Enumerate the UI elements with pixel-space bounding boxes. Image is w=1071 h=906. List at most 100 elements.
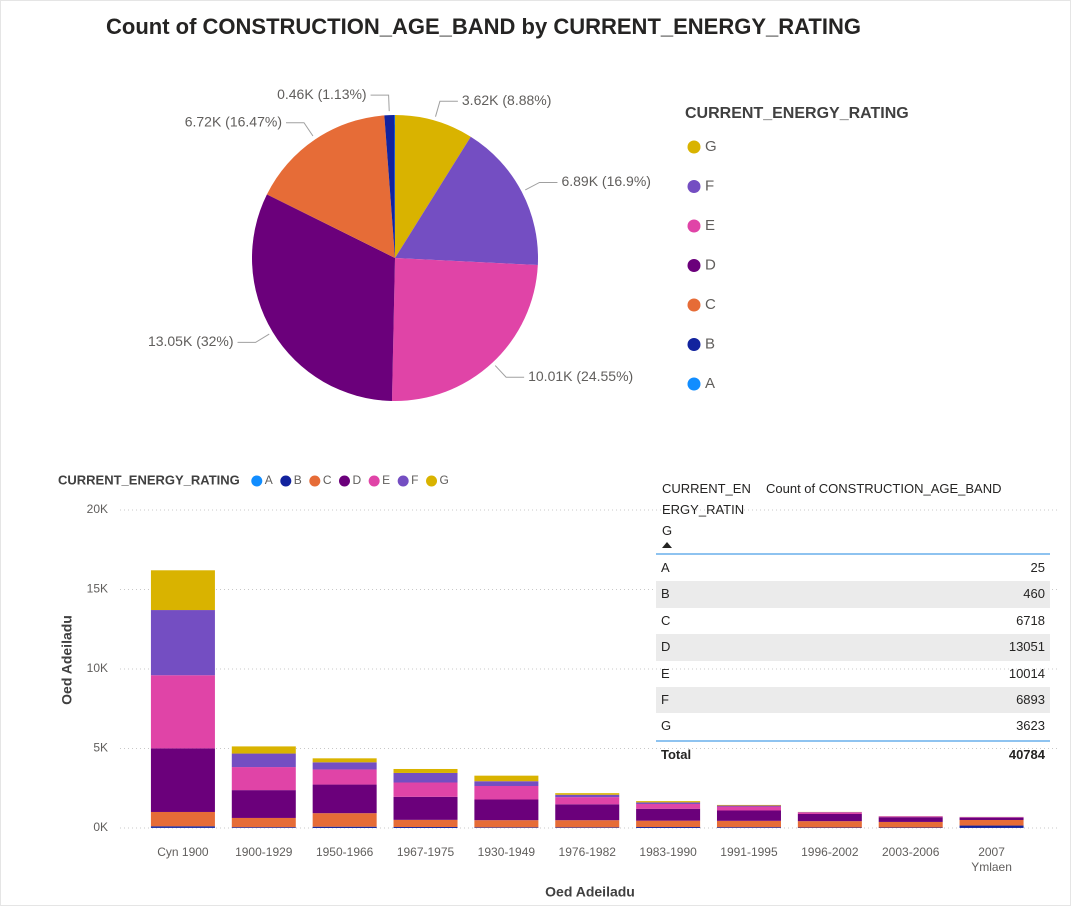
x-tick-label-box: 1991-1995	[720, 845, 777, 859]
cell: 3623	[1016, 718, 1045, 734]
bar-segment	[474, 781, 539, 786]
bar-segment	[312, 813, 377, 827]
y-tick-label: 0K	[93, 820, 108, 834]
bar-segment	[231, 746, 296, 754]
bar-segment	[231, 790, 296, 818]
bar-segment	[555, 793, 620, 795]
sort-arrow	[662, 542, 672, 548]
bar-segment	[797, 812, 862, 814]
cell: 6893	[1016, 691, 1045, 707]
bar-segment	[555, 794, 620, 798]
bar-segment	[231, 753, 296, 768]
cell: C	[661, 612, 671, 628]
legend-label: C	[323, 473, 332, 487]
bar-segment	[393, 796, 458, 820]
legend-marker	[687, 219, 701, 233]
x-tick-label: 1930-1949	[477, 845, 536, 859]
table-body: A 25 B 460 C 6718 D 13051 E 10014 F 6893 G 3623	[656, 555, 1050, 740]
table-row: A 25	[656, 555, 1050, 581]
bar-segment	[959, 825, 1024, 828]
bar-segment	[797, 821, 862, 828]
legend-marker	[687, 259, 701, 272]
cell: B	[661, 586, 670, 602]
legend-label: D	[705, 256, 716, 273]
total-row: Total 40784	[656, 739, 1050, 768]
bar-segment	[555, 804, 620, 821]
x-tick-label: 1983-1990	[639, 845, 697, 859]
bar-segment	[636, 808, 701, 821]
table-row: C 6718	[656, 608, 1050, 634]
x-tick-label: 2007 Ymlaen	[971, 845, 1012, 874]
x-tick-label-box: 1976-1982	[559, 845, 616, 859]
x-tick-label-box: 1950-1966	[316, 845, 373, 859]
cell: F	[661, 691, 669, 707]
table-row: F 6893	[656, 686, 1050, 714]
bar-segment	[474, 799, 539, 821]
column-header[interactable]: CURRENT_ENERGY_RATING	[662, 481, 751, 538]
y-tick-label: 10K	[87, 661, 108, 675]
x-tick-label-box: Cyn 1900	[157, 845, 209, 859]
data-label: 6.89K (16.9%)	[561, 173, 651, 189]
x-tick-label-box: 1967-1975	[396, 845, 455, 859]
bar-segment	[312, 758, 377, 763]
legend-label: E	[705, 217, 715, 234]
leader-line	[435, 100, 458, 117]
bar-segment	[393, 782, 458, 797]
table-row: B 460	[656, 581, 1050, 608]
cell: 25	[1030, 560, 1045, 575]
legend-title: CURRENT_ENERGY_RATING	[685, 105, 909, 122]
bar-segment	[231, 817, 296, 828]
pie-slice	[384, 115, 395, 258]
legend-label: F	[705, 177, 714, 194]
table-row: E 10014	[656, 661, 1050, 687]
x-tick-label-box: 1996-2002	[801, 845, 858, 859]
y-tick-label: 15K	[87, 582, 108, 596]
y-tick-label: 5K	[93, 741, 108, 755]
legend-marker	[687, 338, 701, 351]
cell: E	[661, 665, 670, 681]
bar-segment	[716, 805, 781, 807]
bar-segment	[959, 817, 1024, 820]
legend-label: F	[411, 473, 418, 487]
cell: Total	[661, 746, 692, 762]
x-tick-label: 1967-1975	[396, 845, 455, 859]
legend-label: G	[705, 138, 717, 155]
leader-line	[286, 122, 314, 137]
legend-label: A	[265, 473, 273, 487]
x-axis-title: Oed Adeiladu	[545, 884, 635, 900]
pie-slice	[395, 136, 538, 266]
bar-segment	[636, 820, 701, 828]
cell: 40784	[1008, 746, 1045, 762]
pie-slice	[252, 194, 395, 401]
bar-segment	[636, 827, 701, 828]
x-tick-label: 2003-2006	[882, 845, 940, 859]
cell: 10014	[1008, 665, 1045, 681]
data-label: 0.46K (1.13%)	[277, 86, 367, 102]
legend-label: D	[352, 473, 361, 487]
bar-segment	[959, 819, 1024, 826]
legend-label: G	[440, 473, 449, 487]
bar-segment	[150, 826, 215, 828]
cell: G	[661, 718, 672, 734]
cell: 13051	[1008, 639, 1045, 655]
bar-segment	[150, 675, 215, 749]
cell: A	[661, 560, 670, 575]
bar-segment	[474, 820, 539, 828]
x-tick-label: Cyn 1900	[157, 845, 209, 859]
legend-marker	[368, 475, 380, 487]
data-label: 6.72K (16.47%)	[185, 113, 282, 129]
column-header[interactable]: Count of CONSTRUCTION_AGE_BAND	[766, 481, 1002, 496]
legend-title: CURRENT_ENERGY_RATING	[58, 472, 240, 487]
bar-segment	[474, 775, 539, 782]
table-row: G 3623	[656, 713, 1050, 739]
data-label: 13.05K (32%)	[148, 333, 234, 349]
legend-label: B	[294, 473, 302, 487]
bar-segment	[636, 803, 701, 809]
bar-segment	[797, 813, 862, 822]
legend-label: C	[705, 296, 716, 313]
bar-segment	[231, 767, 296, 791]
legend-label: E	[382, 473, 390, 487]
leader-line	[494, 365, 525, 378]
bar-segment	[555, 820, 620, 828]
bar-segment	[878, 821, 943, 828]
